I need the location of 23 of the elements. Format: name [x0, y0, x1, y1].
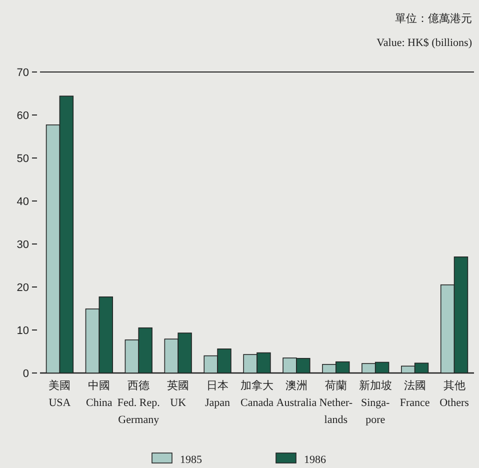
- y-tick-label: 70: [16, 67, 29, 79]
- x-tick-label: 加拿大 Canada: [240, 379, 274, 409]
- y-tick-label: 40: [16, 196, 29, 208]
- x-tick-label: 中國 China: [86, 379, 112, 409]
- legend-label: 1986: [304, 454, 326, 466]
- text: 單位：億萬港元: [395, 12, 472, 25]
- y-tick-label: 20: [16, 282, 29, 294]
- x-tick-label: 其他 Others: [440, 379, 469, 409]
- x-tick-label: 新加坡 Singa- pore: [358, 379, 392, 426]
- x-tick-label: 英國 UK: [167, 379, 190, 409]
- x-tick-label: 法國 France: [400, 379, 430, 409]
- legend-label: 1985: [180, 454, 202, 466]
- y-tick-label: 60: [16, 110, 29, 122]
- x-tick-label: 美國 USA: [48, 379, 71, 409]
- y-tick-label: 30: [16, 239, 29, 251]
- y-tick-label: 10: [16, 325, 29, 337]
- y-tick-label: 0: [22, 368, 29, 380]
- y-tick-label: 50: [16, 153, 29, 165]
- x-tick-label: 日本 Japan: [205, 379, 231, 409]
- x-tick-label: 澳洲 Australia: [276, 379, 317, 409]
- x-tick-label: 西德 Fed. Rep. Germany: [117, 380, 160, 426]
- x-tick-label: 荷蘭 Nether- lands: [319, 379, 353, 426]
- text: Value: HK$ (billions): [376, 37, 472, 49]
